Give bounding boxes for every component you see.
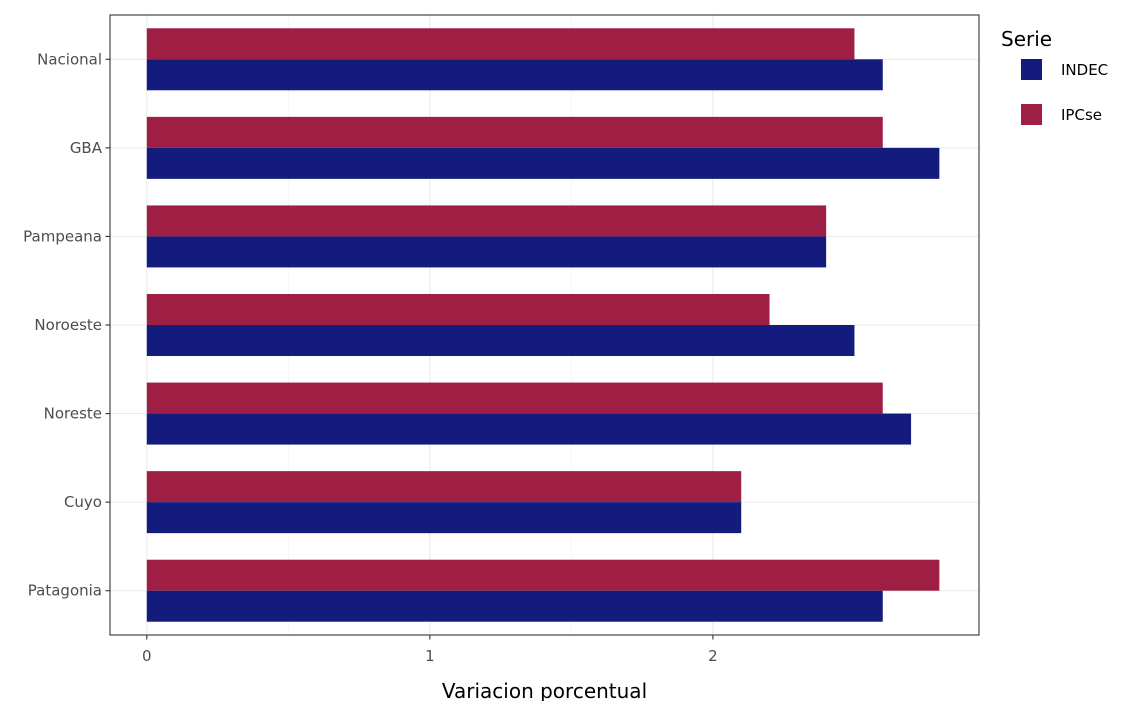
bar-ipcse-noreste	[146, 382, 883, 414]
x-tick-label: 1	[425, 647, 435, 665]
bar-ipcse-patagonia	[146, 559, 940, 591]
legend-label-ipcse: IPCse	[1061, 106, 1102, 124]
y-tick-label: Nacional	[37, 50, 102, 68]
x-axis-title: Variacion porcentual	[442, 679, 647, 701]
y-tick-label: Noreste	[44, 405, 102, 423]
y-tick-label: Patagonia	[28, 582, 102, 600]
y-tick-label: Cuyo	[64, 493, 102, 511]
bar-ipcse-pampeana	[146, 205, 827, 237]
x-axis: 0 1 2	[142, 635, 718, 665]
bar-indec-gba	[146, 147, 940, 179]
bar-indec-noreste	[146, 413, 912, 445]
bar-indec-cuyo	[146, 502, 742, 534]
y-axis: Nacional GBA Pampeana Noroeste Noreste Cuyo Pa…	[23, 50, 110, 600]
x-tick-label: 0	[142, 647, 152, 665]
bar-indec-nacional	[146, 59, 883, 91]
legend-key-ipcse	[1021, 104, 1042, 125]
bar-indec-pampeana	[146, 236, 827, 268]
bar-ipcse-gba	[146, 116, 883, 148]
legend-title: Serie	[1001, 27, 1052, 51]
legend: Serie INDEC IPCse	[1001, 27, 1108, 125]
legend-label-indec: INDEC	[1061, 61, 1108, 79]
y-tick-label: Noroeste	[34, 316, 102, 334]
y-tick-label: Pampeana	[23, 227, 102, 245]
bars	[146, 28, 940, 622]
bar-ipcse-nacional	[146, 28, 855, 60]
x-tick-label: 2	[708, 647, 718, 665]
bar-ipcse-cuyo	[146, 471, 742, 503]
bar-ipcse-noroeste	[146, 294, 770, 325]
legend-key-indec	[1021, 59, 1042, 80]
y-tick-label: GBA	[70, 139, 103, 157]
bar-indec-noroeste	[146, 325, 855, 356]
bar-indec-patagonia	[146, 590, 883, 622]
